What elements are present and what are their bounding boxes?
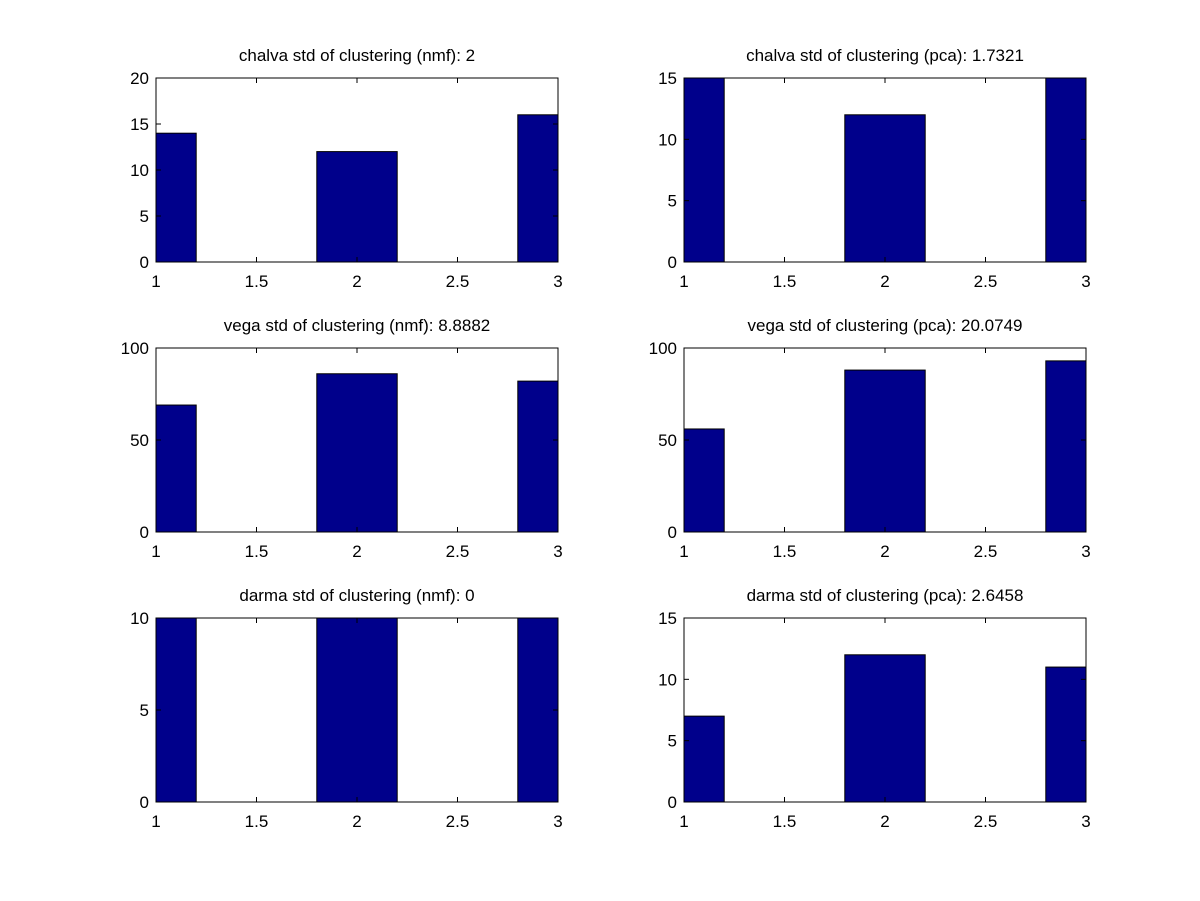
x-tick-label: 3 bbox=[553, 272, 562, 291]
bar-1 bbox=[156, 404, 197, 532]
x-tick-label: 1 bbox=[679, 812, 688, 831]
x-tick-label: 3 bbox=[553, 542, 562, 561]
x-tick-label: 1.5 bbox=[773, 542, 797, 561]
bar-3 bbox=[517, 114, 558, 262]
subplot-title: chalva std of clustering (nmf): 2 bbox=[239, 46, 475, 65]
subplot-title: darma std of clustering (nmf): 0 bbox=[239, 586, 474, 605]
bar-3 bbox=[1045, 78, 1086, 262]
subplot-title: darma std of clustering (pca): 2.6458 bbox=[747, 586, 1024, 605]
y-tick-label: 0 bbox=[668, 523, 677, 542]
bar-2 bbox=[844, 654, 926, 802]
bar-3 bbox=[517, 618, 558, 802]
bars-group bbox=[156, 618, 558, 802]
y-tick-label: 50 bbox=[130, 431, 149, 450]
bar-3 bbox=[1045, 666, 1086, 802]
y-tick-label: 0 bbox=[668, 253, 677, 272]
bars-group bbox=[684, 78, 1086, 262]
bars-group bbox=[156, 114, 558, 262]
x-tick-label: 2.5 bbox=[974, 272, 998, 291]
x-tick-label: 2 bbox=[352, 542, 361, 561]
bar-2 bbox=[844, 369, 926, 532]
subplot-2: 1 1.5 2 2.5 3 0 5 10 15 chalva std of clustering … bbox=[658, 46, 1091, 291]
x-tick-label: 2 bbox=[880, 542, 889, 561]
subplot-title: vega std of clustering (nmf): 8.8882 bbox=[224, 316, 490, 335]
subplot-4: 1 1.5 2 2.5 3 0 50 100 vega std of clustering (p… bbox=[649, 316, 1091, 561]
y-tick-label: 50 bbox=[658, 431, 677, 450]
x-tick-label: 2.5 bbox=[446, 542, 470, 561]
subplot-3: 1 1.5 2 2.5 3 0 50 100 vega std of clustering (n… bbox=[121, 316, 563, 561]
x-tick-label: 2.5 bbox=[974, 812, 998, 831]
x-tick-label: 3 bbox=[1081, 542, 1090, 561]
bar-2 bbox=[844, 114, 926, 262]
bar-2 bbox=[316, 151, 398, 262]
bars-group bbox=[156, 373, 558, 532]
bar-2 bbox=[316, 618, 398, 802]
x-tick-label: 2 bbox=[880, 812, 889, 831]
bar-1 bbox=[684, 715, 725, 802]
y-tick-label: 100 bbox=[121, 339, 149, 358]
bar-2 bbox=[316, 373, 398, 532]
y-tick-label: 0 bbox=[140, 523, 149, 542]
x-tick-label: 2.5 bbox=[446, 812, 470, 831]
x-tick-label: 1.5 bbox=[245, 812, 269, 831]
x-tick-label: 1.5 bbox=[773, 812, 797, 831]
y-tick-label: 10 bbox=[658, 670, 677, 689]
x-tick-label: 2 bbox=[880, 272, 889, 291]
x-tick-label: 1 bbox=[151, 272, 160, 291]
y-tick-label: 20 bbox=[130, 69, 149, 88]
y-tick-label: 10 bbox=[130, 609, 149, 628]
y-tick-label: 0 bbox=[140, 253, 149, 272]
y-tick-label: 5 bbox=[140, 207, 149, 226]
x-tick-label: 2.5 bbox=[446, 272, 470, 291]
x-tick-label: 1.5 bbox=[245, 272, 269, 291]
y-tick-label: 15 bbox=[130, 115, 149, 134]
bar-1 bbox=[684, 78, 725, 262]
y-tick-label: 100 bbox=[649, 339, 677, 358]
bars-group bbox=[684, 360, 1086, 532]
subplot-6: 1 1.5 2 2.5 3 0 5 10 15 darma std of clustering (… bbox=[658, 586, 1091, 831]
x-tick-label: 3 bbox=[553, 812, 562, 831]
subplot-title: vega std of clustering (pca): 20.0749 bbox=[748, 316, 1023, 335]
x-tick-label: 2 bbox=[352, 272, 361, 291]
y-tick-label: 10 bbox=[130, 161, 149, 180]
y-tick-label: 15 bbox=[658, 609, 677, 628]
y-tick-label: 15 bbox=[658, 69, 677, 88]
y-tick-label: 0 bbox=[668, 793, 677, 812]
x-tick-label: 3 bbox=[1081, 812, 1090, 831]
x-tick-label: 2 bbox=[352, 812, 361, 831]
bar-1 bbox=[684, 428, 725, 532]
bar-3 bbox=[517, 380, 558, 532]
x-tick-label: 1 bbox=[679, 272, 688, 291]
subplot-5: 1 1.5 2 2.5 3 0 5 10 darma std of clustering (nm… bbox=[130, 586, 563, 831]
y-tick-label: 0 bbox=[140, 793, 149, 812]
y-tick-label: 10 bbox=[658, 130, 677, 149]
x-tick-label: 2.5 bbox=[974, 542, 998, 561]
y-tick-label: 5 bbox=[140, 701, 149, 720]
bars-group bbox=[684, 654, 1086, 802]
bar-1 bbox=[156, 618, 197, 802]
bar-3 bbox=[1045, 360, 1086, 532]
x-tick-label: 1.5 bbox=[773, 272, 797, 291]
bar-1 bbox=[156, 132, 197, 262]
x-tick-label: 3 bbox=[1081, 272, 1090, 291]
y-tick-label: 5 bbox=[668, 732, 677, 751]
x-tick-label: 1 bbox=[679, 542, 688, 561]
x-tick-label: 1.5 bbox=[245, 542, 269, 561]
x-tick-label: 1 bbox=[151, 542, 160, 561]
subplot-1: 1 1.5 2 2.5 3 0 5 10 15 20 chalva std of clusterin… bbox=[130, 46, 563, 291]
y-tick-label: 5 bbox=[668, 192, 677, 211]
subplot-title: chalva std of clustering (pca): 1.7321 bbox=[746, 46, 1024, 65]
x-tick-label: 1 bbox=[151, 812, 160, 831]
